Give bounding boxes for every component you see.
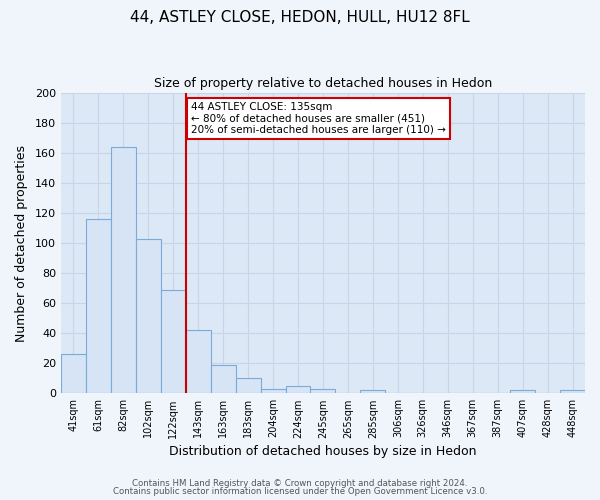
Bar — [211, 365, 236, 394]
Title: Size of property relative to detached houses in Hedon: Size of property relative to detached ho… — [154, 78, 492, 90]
Bar — [111, 147, 136, 394]
Bar — [361, 390, 385, 394]
Bar — [236, 378, 260, 394]
Bar — [161, 290, 186, 394]
Bar — [86, 219, 111, 394]
Bar — [560, 390, 585, 394]
Bar — [286, 386, 310, 394]
X-axis label: Distribution of detached houses by size in Hedon: Distribution of detached houses by size … — [169, 444, 477, 458]
Text: 44 ASTLEY CLOSE: 135sqm
← 80% of detached houses are smaller (451)
20% of semi-d: 44 ASTLEY CLOSE: 135sqm ← 80% of detache… — [191, 102, 446, 136]
Bar — [186, 330, 211, 394]
Bar — [260, 389, 286, 394]
Bar — [136, 238, 161, 394]
Text: 44, ASTLEY CLOSE, HEDON, HULL, HU12 8FL: 44, ASTLEY CLOSE, HEDON, HULL, HU12 8FL — [130, 10, 470, 25]
Bar — [510, 390, 535, 394]
Text: Contains public sector information licensed under the Open Government Licence v3: Contains public sector information licen… — [113, 487, 487, 496]
Y-axis label: Number of detached properties: Number of detached properties — [15, 144, 28, 342]
Text: Contains HM Land Registry data © Crown copyright and database right 2024.: Contains HM Land Registry data © Crown c… — [132, 478, 468, 488]
Bar — [310, 389, 335, 394]
Bar — [61, 354, 86, 394]
